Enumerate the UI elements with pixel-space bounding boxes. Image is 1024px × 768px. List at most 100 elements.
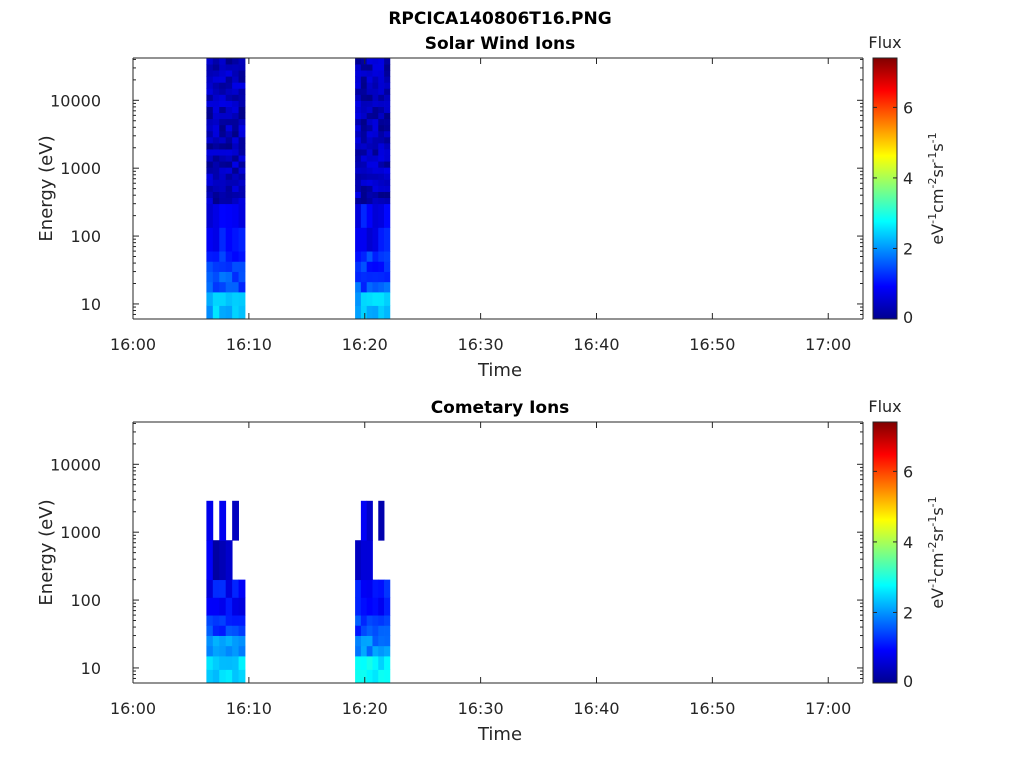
heatmap-cells (206, 500, 391, 684)
x-tick-label: 16:20 (342, 699, 388, 718)
heatmap-cell (355, 179, 362, 186)
heatmap-cell (355, 118, 362, 126)
heatmap-cell (219, 112, 227, 120)
x-tick-label: 16:10 (226, 699, 272, 718)
heatmap-cell (355, 136, 362, 144)
unit-base: eV (928, 588, 947, 609)
heatmap-cell (384, 635, 391, 647)
heatmap-cell (372, 197, 379, 205)
heatmap-cell (378, 597, 385, 616)
heatmap-cell (378, 64, 385, 71)
heatmap-cell (206, 271, 214, 283)
heatmap-cell (384, 669, 391, 684)
heatmap-cell (360, 124, 368, 132)
heatmap-cell (366, 203, 373, 228)
heatmap-cell (219, 579, 227, 598)
unit-exponent: -1 (926, 213, 939, 224)
heatmap-cell (378, 203, 385, 228)
heatmap-cell (372, 179, 379, 186)
heatmap-cell (366, 142, 373, 150)
heatmap-cell (206, 615, 214, 626)
heatmap-cell (360, 645, 368, 657)
heatmap-cell (238, 167, 246, 174)
heatmap-cell (366, 82, 373, 89)
heatmap-cell (212, 271, 220, 283)
y-axis-label: Energy (eV) (36, 499, 57, 605)
heatmap-cell (384, 615, 391, 626)
colorbar-tick-label: 0 (903, 308, 913, 327)
heatmap-cell (366, 161, 373, 168)
heatmap-cell (206, 540, 214, 581)
heatmap-cell (206, 64, 214, 71)
heatmap-cell (238, 124, 246, 132)
heatmap-cell (238, 635, 246, 647)
heatmap-cell (384, 173, 391, 180)
unit-base: cm (928, 553, 947, 577)
heatmap-cell (238, 70, 246, 77)
heatmap-cell (238, 136, 246, 144)
heatmap-cell (366, 540, 373, 581)
heatmap-cell (378, 197, 385, 205)
heatmap-cell (360, 500, 368, 541)
heatmap-cell (212, 155, 220, 162)
colorbar-gradient (872, 421, 898, 684)
heatmap-cell (378, 227, 385, 252)
colorbar-tick-label: 0 (903, 672, 913, 691)
heatmap-cell (384, 655, 391, 670)
heatmap-cell (355, 597, 362, 616)
heatmap-cell (225, 149, 233, 156)
heatmap-cells (206, 58, 391, 320)
heatmap-cell (355, 197, 362, 205)
heatmap-cell (206, 58, 214, 65)
heatmap-cell (219, 130, 227, 138)
heatmap-cell (238, 579, 246, 598)
heatmap-cell (238, 88, 246, 95)
heatmap-cell (366, 88, 373, 95)
heatmap-cell (372, 82, 379, 89)
heatmap-cell (219, 185, 227, 192)
heatmap-cell (355, 281, 362, 293)
heatmap-cell (378, 251, 385, 262)
heatmap-cell (212, 197, 220, 205)
heatmap-cell (372, 173, 379, 180)
heatmap-cell (372, 261, 379, 272)
heatmap-cell (355, 88, 362, 95)
heatmap-cell (225, 161, 233, 168)
heatmap-cell (366, 291, 373, 306)
x-tick-label: 16:20 (342, 335, 388, 354)
heatmap-cell (372, 124, 379, 132)
heatmap-cell (206, 70, 214, 77)
heatmap-cell (212, 191, 220, 199)
unit-exponent: -1 (926, 152, 939, 163)
heatmap-cell (219, 124, 227, 132)
heatmap-cell (355, 655, 362, 670)
heatmap-cell (206, 94, 214, 101)
heatmap-cell (384, 167, 391, 174)
heatmap-cell (212, 70, 220, 77)
heatmap-cell (232, 76, 239, 83)
unit-base: eV (928, 224, 947, 245)
heatmap-cell (238, 203, 246, 228)
colorbar-tick-label: 4 (903, 533, 913, 552)
heatmap-cell (206, 251, 214, 262)
heatmap-cell (238, 191, 246, 199)
heatmap-cell (378, 70, 385, 77)
colorbar-tick-label: 6 (903, 98, 913, 117)
heatmap-cell (232, 100, 239, 107)
heatmap-cell (372, 155, 379, 162)
heatmap-cell (212, 173, 220, 180)
heatmap-cell (366, 227, 373, 252)
heatmap-cell (372, 635, 379, 647)
heatmap-cell (355, 100, 362, 107)
heatmap-cell (378, 88, 385, 95)
heatmap-cell (355, 70, 362, 77)
heatmap-cell (212, 94, 220, 101)
heatmap-cell (232, 261, 239, 272)
heatmap-cell (212, 88, 220, 95)
heatmap-cell (384, 161, 391, 168)
heatmap-cell (360, 82, 368, 89)
heatmap-cell (355, 149, 362, 156)
heatmap-cell (372, 281, 379, 293)
heatmap-cell (355, 271, 362, 283)
heatmap-cell (225, 88, 233, 95)
